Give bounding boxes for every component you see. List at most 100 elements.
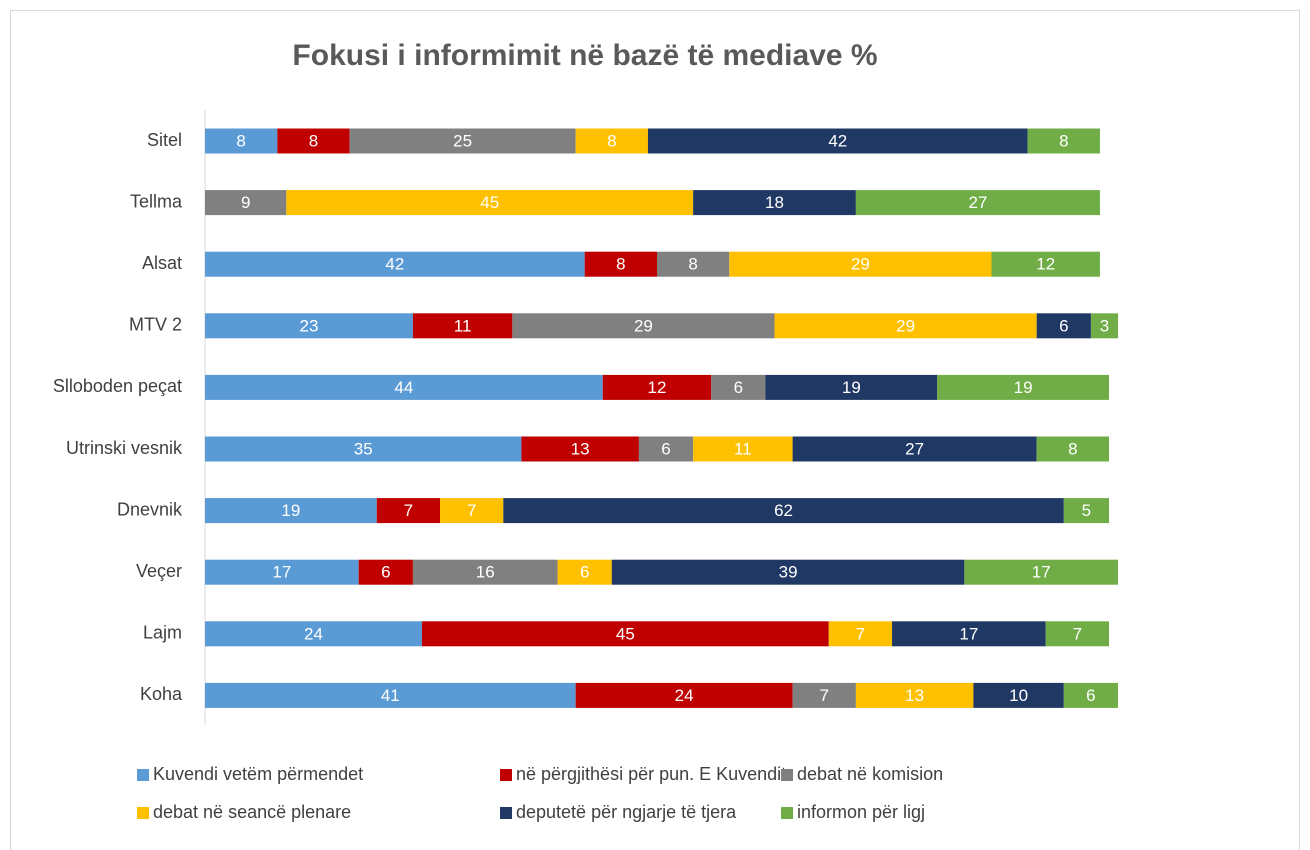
bar-segment: [711, 374, 766, 400]
bar-segment: [638, 436, 694, 462]
bar-segment: [205, 374, 603, 400]
data-label: 39: [779, 563, 798, 582]
category-label: Tellma: [130, 191, 183, 211]
bar-segment: [693, 190, 856, 216]
data-label: 16: [476, 563, 495, 582]
bar-segment: [1063, 682, 1119, 708]
data-label: 62: [774, 501, 793, 520]
category-label: Dnevnik: [117, 499, 183, 519]
bar-segment: [1027, 128, 1100, 154]
data-label: 7: [467, 501, 476, 520]
data-label: 24: [675, 686, 694, 705]
data-label: 5: [1082, 501, 1091, 520]
bar-segment: [205, 436, 522, 462]
legend-label: Kuvendi vetëm përmendet: [153, 764, 363, 784]
data-label: 9: [241, 193, 250, 212]
bar-segment: [277, 128, 350, 154]
bar-segment: [575, 682, 793, 708]
bar-segment: [412, 313, 513, 339]
bar-segment: [412, 559, 558, 585]
bar-segment: [693, 436, 793, 462]
bar-segment: [286, 190, 694, 216]
bar-segment: [792, 436, 1037, 462]
bar-segment: [855, 682, 974, 708]
bar-segment: [205, 621, 422, 647]
data-label: 6: [661, 439, 670, 458]
bar-segment: [892, 621, 1046, 647]
data-label: 29: [896, 316, 915, 335]
data-label: 7: [856, 624, 865, 643]
category-label: Lajm: [143, 623, 182, 643]
category-label: Utrinski vesnik: [66, 438, 183, 458]
data-label: 6: [734, 378, 743, 397]
bar-segment: [205, 498, 377, 524]
data-label: 35: [354, 439, 373, 458]
bar-segment: [1036, 436, 1109, 462]
category-label: Alsat: [142, 253, 182, 273]
data-label: 25: [453, 131, 472, 150]
data-label: 17: [272, 563, 291, 582]
legend-marker: [500, 807, 512, 819]
data-label: 11: [454, 316, 472, 335]
bar-segment: [792, 682, 856, 708]
data-label: 19: [842, 378, 861, 397]
data-label: 12: [1036, 255, 1055, 274]
data-label: 8: [688, 255, 697, 274]
bar-segment: [205, 682, 576, 708]
data-label: 17: [959, 624, 978, 643]
bar-segment: [205, 559, 359, 585]
legend-label: informon për ligj: [797, 802, 925, 822]
data-label: 7: [404, 501, 413, 520]
bar-segment: [1063, 498, 1109, 524]
data-label: 7: [1073, 624, 1082, 643]
bar-segment: [205, 190, 287, 216]
data-label: 41: [381, 686, 400, 705]
data-label: 13: [905, 686, 924, 705]
data-label: 27: [968, 193, 987, 212]
bar-segment: [1036, 313, 1091, 339]
data-label: 29: [634, 316, 653, 335]
bar-segment: [575, 128, 648, 154]
legend-label: në përgjithësi për pun. E Kuvendit: [516, 764, 786, 784]
bar-segment: [964, 559, 1119, 585]
data-label: 8: [607, 131, 616, 150]
bar-segment: [973, 682, 1064, 708]
data-label: 24: [304, 624, 323, 643]
data-label: 8: [1059, 131, 1068, 150]
data-label: 17: [1032, 563, 1051, 582]
data-label: 42: [828, 131, 847, 150]
data-label: 29: [851, 255, 870, 274]
category-label: Koha: [140, 684, 183, 704]
data-label: 27: [905, 439, 924, 458]
legend-marker: [781, 807, 793, 819]
bar-segment: [557, 559, 612, 585]
data-label: 3: [1100, 316, 1109, 335]
bar-segment: [602, 374, 712, 400]
bar-segment: [205, 128, 278, 154]
data-label: 19: [281, 501, 300, 520]
bar-segment: [503, 498, 1064, 524]
bar-segment: [611, 559, 965, 585]
legend-marker: [137, 807, 149, 819]
data-label: 18: [765, 193, 784, 212]
bar-segment: [855, 190, 1100, 216]
category-label: Veçer: [136, 561, 182, 581]
data-label: 8: [236, 131, 245, 150]
bar-segment: [647, 128, 1028, 154]
data-label: 6: [580, 563, 589, 582]
bar-segment: [349, 128, 576, 154]
data-label: 23: [299, 316, 318, 335]
data-label: 8: [309, 131, 318, 150]
legend-marker: [137, 769, 149, 781]
data-label: 12: [648, 378, 667, 397]
legend-label: deputetë për ngjarje të tjera: [516, 802, 737, 822]
data-label: 6: [1086, 686, 1095, 705]
bar-segment: [205, 313, 413, 339]
bar-segment: [729, 251, 992, 277]
bar-segment: [828, 621, 893, 647]
bar-segment: [376, 498, 441, 524]
data-label: 19: [1014, 378, 1033, 397]
bar-segment: [421, 621, 829, 647]
data-label: 10: [1009, 686, 1028, 705]
